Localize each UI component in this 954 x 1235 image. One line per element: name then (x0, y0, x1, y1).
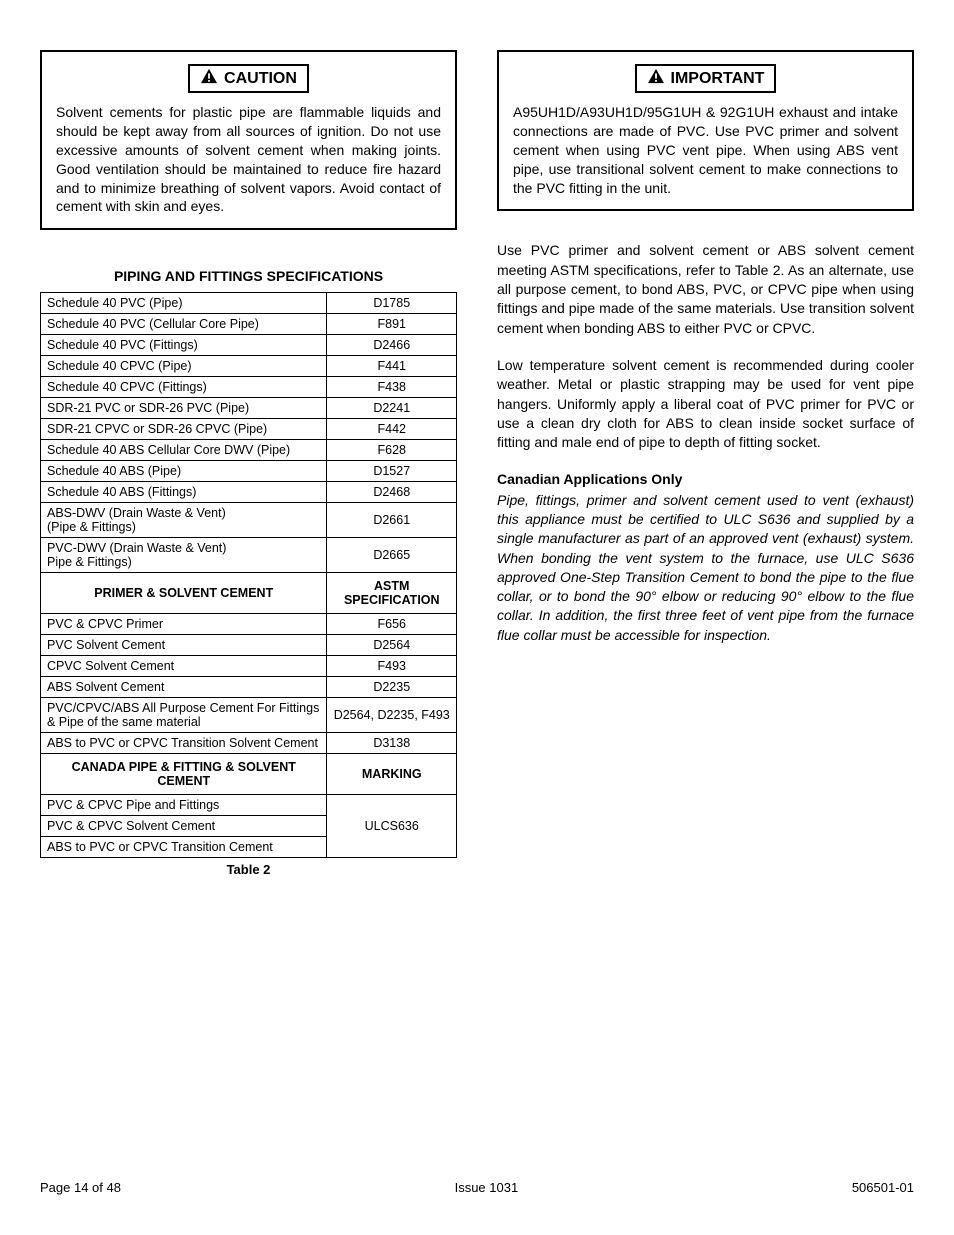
table-cell: PVC & CPVC Solvent Cement (41, 816, 327, 837)
table-cell: SDR-21 PVC or SDR-26 PVC (Pipe) (41, 398, 327, 419)
page-footer: Page 14 of 48 Issue 1031 506501-01 (40, 1180, 914, 1195)
table-cell: F493 (327, 656, 457, 677)
paragraph-2: Low temperature solvent cement is recomm… (497, 356, 914, 453)
caution-text: Solvent cements for plastic pipe are fla… (56, 103, 441, 216)
important-callout: IMPORTANT A95UH1D/A93UH1D/95G1UH & 92G1U… (497, 50, 914, 211)
table-row: ABS to PVC or CPVC Transition Solvent Ce… (41, 733, 457, 754)
warning-icon (647, 68, 665, 89)
table-cell: D2235 (327, 677, 457, 698)
table-cell: D2466 (327, 335, 457, 356)
warning-icon (200, 68, 218, 89)
table-cell: F441 (327, 356, 457, 377)
table-cell: Schedule 40 PVC (Pipe) (41, 293, 327, 314)
table-row: PVC-DWV (Drain Waste & Vent)Pipe & Fitti… (41, 538, 457, 573)
table-cell: Schedule 40 ABS (Pipe) (41, 461, 327, 482)
paragraph-1: Use PVC primer and solvent cement or ABS… (497, 241, 914, 338)
table-row: Schedule 40 ABS Cellular Core DWV (Pipe)… (41, 440, 457, 461)
table-row: Schedule 40 PVC (Cellular Core Pipe)F891 (41, 314, 457, 335)
table-cell: D2241 (327, 398, 457, 419)
table-cell: Schedule 40 ABS Cellular Core DWV (Pipe) (41, 440, 327, 461)
section3-header-right: MARKING (327, 754, 457, 795)
table-row: ABS-DWV (Drain Waste & Vent)(Pipe & Fitt… (41, 503, 457, 538)
table-row: Schedule 40 ABS (Fittings)D2468 (41, 482, 457, 503)
table-cell: Schedule 40 CPVC (Pipe) (41, 356, 327, 377)
table-cell: F656 (327, 614, 457, 635)
table-cell: D2665 (327, 538, 457, 573)
section2-header-left: PRIMER & SOLVENT CEMENT (41, 573, 327, 614)
table-cell: D1527 (327, 461, 457, 482)
footer-docnum: 506501-01 (852, 1180, 914, 1195)
two-column-layout: CAUTION Solvent cements for plastic pipe… (40, 50, 914, 877)
canadian-italic-paragraph: Pipe, fittings, primer and solvent cemen… (497, 491, 914, 646)
right-column: IMPORTANT A95UH1D/A93UH1D/95G1UH & 92G1U… (497, 50, 914, 877)
table-row: PVC Solvent CementD2564 (41, 635, 457, 656)
table-cell: Schedule 40 PVC (Cellular Core Pipe) (41, 314, 327, 335)
table-cell: Schedule 40 CPVC (Fittings) (41, 377, 327, 398)
table-cell: D2661 (327, 503, 457, 538)
table-row: Schedule 40 ABS (Pipe)D1527 (41, 461, 457, 482)
caution-heading: CAUTION (188, 64, 309, 93)
table-title: PIPING AND FITTINGS SPECIFICATIONS (40, 268, 457, 284)
table-cell: D1785 (327, 293, 457, 314)
footer-issue: Issue 1031 (455, 1180, 519, 1195)
specs-table: Schedule 40 PVC (Pipe)D1785Schedule 40 P… (40, 292, 457, 858)
table-cell: F442 (327, 419, 457, 440)
table-cell: ABS to PVC or CPVC Transition Solvent Ce… (41, 733, 327, 754)
table-row: PVC & CPVC PrimerF656 (41, 614, 457, 635)
important-label: IMPORTANT (671, 70, 765, 88)
table-cell: F628 (327, 440, 457, 461)
table-cell: SDR-21 CPVC or SDR-26 CPVC (Pipe) (41, 419, 327, 440)
table-row: PVC & CPVC Pipe and FittingsULCS636 (41, 795, 457, 816)
table-row: Schedule 40 CPVC (Pipe)F441 (41, 356, 457, 377)
table-cell: PVC/CPVC/ABS All Purpose Cement For Fitt… (41, 698, 327, 733)
table-cell: ABS Solvent Cement (41, 677, 327, 698)
table-cell: PVC Solvent Cement (41, 635, 327, 656)
table-cell: Schedule 40 ABS (Fittings) (41, 482, 327, 503)
table-cell: PVC-DWV (Drain Waste & Vent)Pipe & Fitti… (41, 538, 327, 573)
table-cell: D3138 (327, 733, 457, 754)
table-cell: ABS to PVC or CPVC Transition Cement (41, 837, 327, 858)
left-column: CAUTION Solvent cements for plastic pipe… (40, 50, 457, 877)
table-row: PVC/CPVC/ABS All Purpose Cement For Fitt… (41, 698, 457, 733)
table-cell: ABS-DWV (Drain Waste & Vent)(Pipe & Fitt… (41, 503, 327, 538)
table-row: SDR-21 PVC or SDR-26 PVC (Pipe)D2241 (41, 398, 457, 419)
table-row: ABS Solvent CementD2235 (41, 677, 457, 698)
table-row: Schedule 40 PVC (Pipe)D1785 (41, 293, 457, 314)
table-row: Schedule 40 CPVC (Fittings)F438 (41, 377, 457, 398)
table-caption: Table 2 (40, 862, 457, 877)
canadian-subheading: Canadian Applications Only (497, 471, 914, 487)
table-cell: PVC & CPVC Pipe and Fittings (41, 795, 327, 816)
table-cell: CPVC Solvent Cement (41, 656, 327, 677)
table-cell: Schedule 40 PVC (Fittings) (41, 335, 327, 356)
table-cell: D2564 (327, 635, 457, 656)
table-row: SDR-21 CPVC or SDR-26 CPVC (Pipe)F442 (41, 419, 457, 440)
table-cell: D2564, D2235, F493 (327, 698, 457, 733)
table-row: CPVC Solvent CementF493 (41, 656, 457, 677)
table-row: Schedule 40 PVC (Fittings)D2466 (41, 335, 457, 356)
important-heading: IMPORTANT (635, 64, 777, 93)
footer-page: Page 14 of 48 (40, 1180, 121, 1195)
important-text: A95UH1D/A93UH1D/95G1UH & 92G1UH exhaust … (513, 103, 898, 197)
table-cell: D2468 (327, 482, 457, 503)
table-cell: F891 (327, 314, 457, 335)
table-cell: ULCS636 (327, 795, 457, 858)
caution-callout: CAUTION Solvent cements for plastic pipe… (40, 50, 457, 230)
section3-header-left: CANADA PIPE & FITTING & SOLVENT CEMENT (41, 754, 327, 795)
caution-label: CAUTION (224, 70, 297, 88)
table-cell: F438 (327, 377, 457, 398)
table-cell: PVC & CPVC Primer (41, 614, 327, 635)
section2-header-right: ASTM SPECIFICATION (327, 573, 457, 614)
